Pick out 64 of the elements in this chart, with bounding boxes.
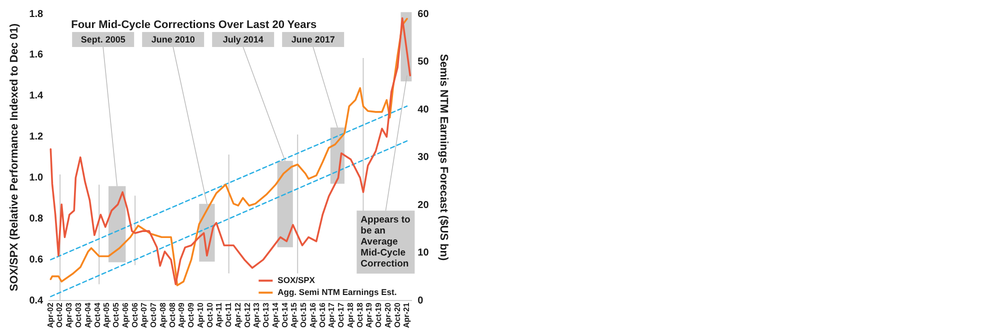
y-tick-label: 1.2 xyxy=(29,132,44,143)
y-tick-label: 1.4 xyxy=(29,90,44,102)
x-tick-label: Oct-07 xyxy=(149,302,158,328)
chart-title: Four Mid-Cycle Corrections Over Last 20 Years xyxy=(71,19,317,32)
x-tick-label: Apr-03 xyxy=(64,302,74,328)
x-tick-label: Apr-20 xyxy=(383,302,392,328)
x-tick-label: Oct-04 xyxy=(92,302,102,328)
x-tick-label: Oct-14 xyxy=(280,302,290,328)
y-tick-label: 1.8 xyxy=(29,8,44,20)
y2-tick-label: 50 xyxy=(418,56,430,68)
legend-label: Agg. Semi NTM Earnings Est. xyxy=(278,287,397,298)
x-tick-label: Apr-19 xyxy=(364,302,374,328)
x-tick-label: Oct-16 xyxy=(318,302,327,328)
x-tick-label: Apr-14 xyxy=(270,302,280,328)
x-tick-label: Oct-17 xyxy=(336,302,346,328)
x-tick-label: Apr-08 xyxy=(158,302,168,328)
x-tick-label: Oct-20 xyxy=(392,302,402,328)
y-tick-label: 1.0 xyxy=(29,172,44,184)
y2-tick-label: 30 xyxy=(418,152,430,164)
x-tick-label: Apr-05 xyxy=(102,302,112,328)
y2-axis-title: Semis NTM Earnings Forecast ($US bn) xyxy=(437,54,450,261)
y-tick-label: 0.4 xyxy=(29,295,44,306)
y2-tick-label: 0 xyxy=(418,295,424,306)
x-tick-label: Apr-07 xyxy=(140,302,149,328)
band-label: June 2017 xyxy=(291,34,335,44)
x-tick-label: Apr-11 xyxy=(214,302,224,328)
annotation: Appears to be an Average Mid-Cycle Correction xyxy=(360,214,410,270)
x-tick-label: Apr-02 xyxy=(46,302,55,328)
x-tick-label: Oct-06 xyxy=(130,302,140,328)
x-tick-label: Oct-15 xyxy=(299,302,308,328)
y-tick-label: 0.6 xyxy=(29,254,44,266)
x-tick-label: Oct-11 xyxy=(224,302,234,328)
x-tick-label: Apr-21 xyxy=(402,302,412,328)
x-tick-label: Apr-16 xyxy=(308,302,318,328)
x-tick-label: Apr-06 xyxy=(120,302,130,328)
y2-tick-label: 10 xyxy=(418,248,430,259)
y2-tick-label: 40 xyxy=(418,104,430,116)
x-tick-label: Oct-02 xyxy=(55,302,64,328)
y-tick-label: 1.6 xyxy=(29,50,44,61)
x-tick-label: Apr-17 xyxy=(327,302,336,328)
x-tick-label: Oct-10 xyxy=(205,302,214,328)
y2-tick-label: 20 xyxy=(418,200,430,211)
x-tick-label: Apr-04 xyxy=(83,302,92,328)
x-tick-label: Apr-18 xyxy=(346,302,355,328)
x-tick-label: Oct-08 xyxy=(168,302,177,328)
band-label: June 2010 xyxy=(151,34,195,44)
x-tick-label: Oct-03 xyxy=(74,302,83,328)
band-label: Sept. 2005 xyxy=(80,34,126,44)
x-tick-label: Apr-09 xyxy=(177,302,186,328)
x-tick-label: Oct-05 xyxy=(112,302,121,328)
x-tick-label: Apr-10 xyxy=(196,302,205,328)
x-tick-label: Apr-15 xyxy=(290,302,299,328)
x-tick-label: Oct-09 xyxy=(186,302,196,328)
x-tick-label: Apr-13 xyxy=(252,302,262,328)
x-tick-label: Oct-12 xyxy=(242,302,252,328)
x-tick-label: Oct-13 xyxy=(262,302,271,328)
x-tick-label: Apr-12 xyxy=(233,302,242,328)
x-tick-label: Oct-18 xyxy=(355,302,364,328)
y-axis-title: SOX/SPX (Relative Performance Indexed to Dec 01) xyxy=(8,23,21,292)
y2-tick-label: 60 xyxy=(418,8,430,20)
band-label: July 2014 xyxy=(222,34,264,44)
x-tick-label: Oct-19 xyxy=(374,302,384,328)
legend-label: SOX/SPX xyxy=(278,275,316,286)
y-tick-label: 0.8 xyxy=(29,214,44,225)
